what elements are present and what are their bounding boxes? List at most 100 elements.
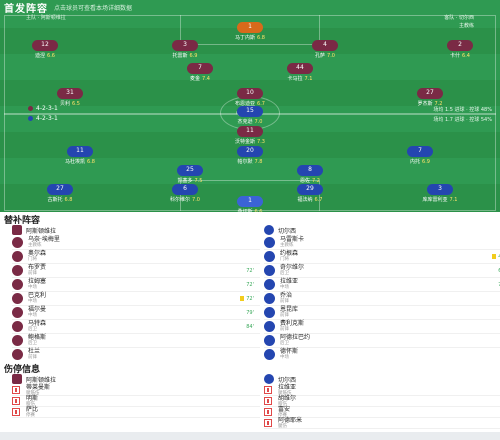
coach-name: 乌奈·埃梅里: [28, 236, 60, 243]
sub-minute-text: 72': [246, 282, 254, 288]
player-avatar: [12, 307, 23, 318]
home-player[interactable]: 27 罗杰斯 7.2: [400, 88, 460, 107]
aston-villa-crest-icon: [12, 225, 22, 235]
home-player[interactable]: 44 卡马拉 7.1: [270, 63, 330, 82]
pitch-header: 首发阵容 点击球员可查看本场详细数据: [0, 0, 500, 15]
home-shirt-icon: 1: [237, 22, 263, 33]
away-sub-row[interactable]: 恩昆库 前锋: [264, 306, 500, 320]
player-name: 杜兰: [28, 348, 41, 355]
home-player[interactable]: 4 孔萨 7.0: [295, 40, 355, 59]
player-rating: 7.2: [434, 101, 443, 107]
away-player[interactable]: 8 恩佐 7.2: [280, 165, 340, 184]
away-coach-row[interactable]: 马雷斯卡 主教练: [264, 236, 500, 250]
player-info: 巴克利 中场: [28, 293, 46, 305]
away-sub-row[interactable]: 阿德拉巴约 后卫: [264, 334, 500, 348]
player-position: 后卫: [28, 341, 37, 346]
player-position: 后卫: [280, 341, 289, 346]
player-rating: 7.4: [202, 76, 210, 82]
player-name: 恩佐 7.2: [280, 177, 340, 184]
player-number: 11: [76, 147, 84, 154]
away-player[interactable]: 6 科尔维尔 7.0: [155, 184, 215, 203]
away-player[interactable]: 25 凯塞多 7.5: [160, 165, 220, 184]
away-player[interactable]: 1 桑切斯 6.6: [220, 196, 280, 212]
away-player[interactable]: 20 帕尔默 7.8: [220, 146, 280, 165]
injury-info: 蒂莱曼斯 腿筋伤: [26, 384, 50, 396]
home-player[interactable]: 1 马丁内斯 6.8: [220, 22, 280, 41]
away-injury-row[interactable]: 富安 停赛: [264, 406, 500, 418]
injured-player-name: 阿德耶米: [278, 416, 303, 424]
sub-minute: 72': [246, 268, 254, 274]
player-rating: 7.8: [254, 159, 263, 165]
player-number: 7: [418, 147, 422, 154]
player-number: 2: [458, 41, 462, 48]
away-injury-row[interactable]: 拉维亚 腿筋伤: [264, 384, 500, 396]
home-player[interactable]: 12 迪涅 6.6: [15, 40, 75, 59]
home-player[interactable]: 31 贝利 6.5: [40, 88, 100, 107]
player-number: 15: [246, 107, 254, 114]
away-shirt-icon: 6: [172, 184, 198, 195]
home-sub-row[interactable]: 布罗贾 前锋 72': [12, 264, 260, 278]
home-player[interactable]: 11 沃特金斯 7.3: [220, 126, 280, 145]
home-sub-row[interactable]: 马特森 后卫 84': [12, 320, 260, 334]
player-position: 中场: [28, 313, 37, 318]
home-shirt-icon: 2: [447, 40, 473, 51]
injury-info: 阿德耶米 腿伤: [278, 416, 303, 429]
sub-minute-text: 77': [498, 282, 500, 288]
player-name-text: 凯塞多: [177, 178, 193, 184]
injury-icon: [12, 397, 20, 405]
player-position: 前锋: [28, 355, 37, 360]
player-avatar: [264, 307, 275, 318]
home-coach-row[interactable]: 乌奈·埃梅里 主教练: [12, 236, 260, 250]
player-rating: 7.0: [327, 53, 335, 59]
home-player[interactable]: 10 布恩迪亚 6.7: [220, 88, 280, 107]
sub-minute-text: 72': [246, 296, 254, 302]
player-info: 奥尔森 门将: [28, 251, 46, 263]
player-rating: 6.8: [64, 197, 73, 203]
injured-player-name: 明斯: [26, 394, 39, 402]
away-player[interactable]: 15 杰克逊 7.0: [220, 106, 280, 125]
injury-info: 萨比 停赛: [26, 406, 38, 418]
player-info: 费利克斯 前锋: [280, 320, 305, 333]
home-player[interactable]: 2 卡什 6.4: [430, 40, 490, 59]
home-injury-row[interactable]: 萨比 停赛: [12, 406, 260, 418]
away-player[interactable]: 29 福法纳 6.7: [280, 184, 340, 203]
home-sub-row[interactable]: 拉姆塞 中场 72': [12, 278, 260, 292]
player-number: 7: [198, 64, 202, 71]
home-sub-row[interactable]: 鲍格斯 后卫: [12, 334, 260, 348]
player-number: 3: [438, 185, 442, 192]
home-injury-head: 阿斯顿维拉: [12, 373, 260, 385]
away-injury-row[interactable]: 阿德耶米 腿伤: [264, 416, 500, 429]
injury-reason: 腿筋伤: [278, 390, 292, 396]
player-name: 费利克斯: [280, 320, 305, 327]
away-sub-row[interactable]: 乔治 前锋: [264, 292, 500, 306]
home-sub-row[interactable]: 福尔曼 中场 79': [12, 306, 260, 320]
player-rating: 6.9: [422, 159, 430, 165]
player-rating: 7.0: [254, 119, 263, 125]
player-number: 4: [323, 41, 327, 48]
away-shirt-icon: 27: [47, 184, 73, 195]
player-avatar: [12, 279, 23, 290]
home-player[interactable]: 7 麦金 7.4: [170, 63, 230, 82]
player-name: 桑切斯 6.6: [220, 208, 280, 212]
away-player[interactable]: 11 马杜埃凯 6.8: [50, 146, 110, 165]
home-injury-row[interactable]: 明斯 膝伤: [12, 394, 260, 407]
lineups-title: 替补阵容: [4, 216, 41, 226]
home-sub-row[interactable]: 巴克利 中场 72': [12, 292, 260, 306]
away-player[interactable]: 7 内托 6.9: [390, 146, 450, 165]
player-info: 马特森 后卫: [28, 321, 46, 333]
away-team-name: 切尔西: [278, 227, 297, 235]
away-player[interactable]: 27 古斯托 6.8: [30, 184, 90, 203]
home-player[interactable]: 3 托雷斯 6.9: [155, 40, 215, 59]
sub-minute: 60': [498, 268, 500, 274]
player-rating: 7.1: [304, 76, 313, 82]
home-lineup-column: 阿斯顿维拉 乌奈·埃梅里 主教练 奥尔森 门将 布罗贾 前锋 72' 拉姆塞 中场 72' 巴克…: [12, 224, 260, 376]
home-shirt-icon: 10: [237, 88, 263, 99]
away-injury-row[interactable]: 胡维尔 膝伤: [264, 395, 500, 407]
home-injury-row[interactable]: 蒂莱曼斯 腿筋伤: [12, 384, 260, 396]
away-player[interactable]: 3 库库雷利亚 7.1: [410, 184, 470, 203]
home-sub-row[interactable]: 奥尔森 门将: [12, 250, 260, 264]
away-sub-row[interactable]: 费利克斯 前锋: [264, 320, 500, 334]
